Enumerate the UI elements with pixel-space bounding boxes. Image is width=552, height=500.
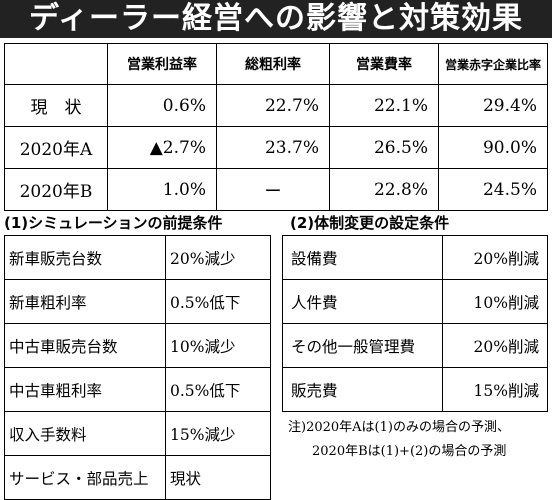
data-cell: 1.0% bbox=[107, 168, 217, 211]
section-heading-restructure: (2)体制変更の設定条件 bbox=[290, 214, 450, 232]
table-row: 販売費 15%削減 bbox=[282, 367, 548, 412]
data-cell: 90.0% bbox=[438, 126, 548, 169]
condition-value: 20%削減 bbox=[442, 235, 548, 280]
restructure-conditions-table: 設備費 20%削減 人件費 10%削減 その他一般管理費 20%削減 販売費 15%削減 bbox=[282, 235, 548, 412]
table-row: 2020年B 1.0% ー 22.8% 24.5% bbox=[4, 168, 548, 211]
condition-item: 販売費 bbox=[282, 367, 443, 412]
data-cell: 29.4% bbox=[438, 84, 548, 127]
chart-title: ディーラー経営への影響と対策効果 bbox=[0, 0, 552, 38]
data-cell: ▲2.7% bbox=[107, 126, 217, 169]
condition-value: 20%削減 bbox=[442, 323, 548, 368]
data-cell: 26.5% bbox=[329, 126, 439, 169]
table-row: サービス・部品売上 現状 bbox=[4, 455, 271, 500]
condition-item: 新車粗利率 bbox=[4, 279, 166, 324]
simulation-conditions-table: 新車販売台数 20%減少 新車粗利率 0.5%低下 中古車販売台数 10%減少 中古車… bbox=[4, 235, 271, 500]
data-cell: 22.7% bbox=[216, 84, 330, 127]
condition-item: サービス・部品売上 bbox=[4, 455, 166, 500]
row-label: 2020年B bbox=[4, 168, 108, 211]
data-cell: 23.7% bbox=[216, 126, 330, 169]
footnote-line-1: 注)2020年Aは(1)のみの場合の予測、 bbox=[288, 420, 510, 435]
section-heading-simulation: (1)シミュレーションの前提条件 bbox=[4, 214, 223, 232]
header-cell-deficit-ratio: 営業赤字企業比率 bbox=[438, 43, 548, 85]
table-row: 中古車粗利率 0.5%低下 bbox=[4, 367, 271, 412]
table-row: 設備費 20%削減 bbox=[282, 235, 548, 280]
table-row: 収入手数料 15%減少 bbox=[4, 411, 271, 456]
data-cell: ー bbox=[216, 168, 330, 211]
condition-item: 人件費 bbox=[282, 279, 443, 324]
data-cell: 24.5% bbox=[438, 168, 548, 211]
condition-item: 収入手数料 bbox=[4, 411, 166, 456]
table-header-row: 営業利益率 総粗利率 営業費率 営業赤字企業比率 bbox=[4, 43, 548, 85]
condition-item: 設備費 bbox=[282, 235, 443, 280]
condition-item: 中古車粗利率 bbox=[4, 367, 166, 412]
condition-item: 中古車販売台数 bbox=[4, 323, 166, 368]
condition-value: 20%減少 bbox=[165, 235, 271, 280]
table-row: 中古車販売台数 10%減少 bbox=[4, 323, 271, 368]
condition-item: その他一般管理費 bbox=[282, 323, 443, 368]
data-cell: 22.8% bbox=[329, 168, 439, 211]
condition-value: 10%減少 bbox=[165, 323, 271, 368]
condition-value: 15%減少 bbox=[165, 411, 271, 456]
header-cell-expense-ratio: 営業費率 bbox=[329, 43, 439, 85]
header-cell-gross-margin: 総粗利率 bbox=[216, 43, 330, 85]
condition-value: 15%削減 bbox=[442, 367, 548, 412]
table-row: 2020年A ▲2.7% 23.7% 26.5% 90.0% bbox=[4, 126, 548, 169]
table-row: 新車販売台数 20%減少 bbox=[4, 235, 271, 280]
footnote-line-2: 2020年Bは(1)+(2)の場合の予測 bbox=[312, 444, 507, 459]
table-row: その他一般管理費 20%削減 bbox=[282, 323, 548, 368]
condition-value: 現状 bbox=[165, 455, 271, 500]
data-cell: 0.6% bbox=[107, 84, 217, 127]
condition-value: 10%削減 bbox=[442, 279, 548, 324]
data-cell: 22.1% bbox=[329, 84, 439, 127]
condition-value: 0.5%低下 bbox=[165, 279, 271, 324]
metrics-table: 営業利益率 総粗利率 営業費率 営業赤字企業比率 現 状 0.6% 22.7% … bbox=[4, 43, 548, 211]
condition-item: 新車販売台数 bbox=[4, 235, 166, 280]
row-label: 2020年A bbox=[4, 126, 108, 169]
header-cell-operating-margin: 営業利益率 bbox=[107, 43, 217, 85]
table-row: 人件費 10%削減 bbox=[282, 279, 548, 324]
table-row: 現 状 0.6% 22.7% 22.1% 29.4% bbox=[4, 84, 548, 127]
table-row: 新車粗利率 0.5%低下 bbox=[4, 279, 271, 324]
condition-value: 0.5%低下 bbox=[165, 367, 271, 412]
header-cell-empty bbox=[4, 43, 108, 85]
row-label: 現 状 bbox=[4, 84, 108, 127]
